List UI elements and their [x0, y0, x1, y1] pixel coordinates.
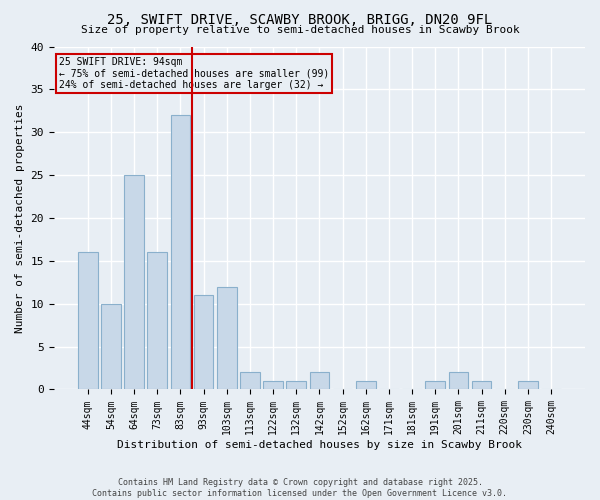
Bar: [263, 381, 283, 390]
Bar: [170, 115, 190, 390]
Bar: [194, 295, 214, 390]
Bar: [472, 381, 491, 390]
Bar: [124, 175, 144, 390]
Bar: [449, 372, 468, 390]
Bar: [356, 381, 376, 390]
X-axis label: Distribution of semi-detached houses by size in Scawby Brook: Distribution of semi-detached houses by …: [117, 440, 522, 450]
Text: Size of property relative to semi-detached houses in Scawby Brook: Size of property relative to semi-detach…: [80, 25, 520, 35]
Text: Contains HM Land Registry data © Crown copyright and database right 2025.
Contai: Contains HM Land Registry data © Crown c…: [92, 478, 508, 498]
Bar: [518, 381, 538, 390]
Bar: [310, 372, 329, 390]
Text: 25 SWIFT DRIVE: 94sqm
← 75% of semi-detached houses are smaller (99)
24% of semi: 25 SWIFT DRIVE: 94sqm ← 75% of semi-deta…: [59, 57, 329, 90]
Bar: [101, 304, 121, 390]
Y-axis label: Number of semi-detached properties: Number of semi-detached properties: [15, 103, 25, 332]
Bar: [217, 286, 236, 390]
Bar: [240, 372, 260, 390]
Bar: [78, 252, 98, 390]
Bar: [286, 381, 306, 390]
Bar: [425, 381, 445, 390]
Bar: [148, 252, 167, 390]
Text: 25, SWIFT DRIVE, SCAWBY BROOK, BRIGG, DN20 9FL: 25, SWIFT DRIVE, SCAWBY BROOK, BRIGG, DN…: [107, 12, 493, 26]
